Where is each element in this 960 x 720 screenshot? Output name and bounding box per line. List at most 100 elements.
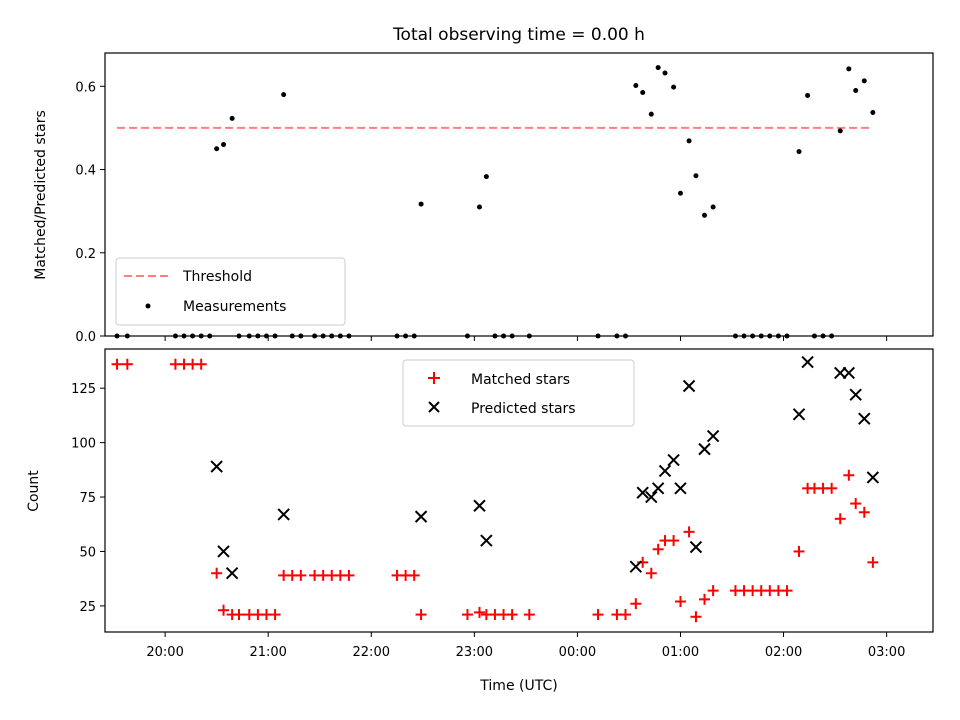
measurement-point (483, 174, 489, 180)
top-legend: Threshold Measurements (115, 257, 346, 326)
predicted-star-marker (698, 442, 711, 456)
x-axis-label: Time (UTC) (479, 678, 557, 694)
predicted-star-marker (414, 510, 428, 523)
matched-star-marker (834, 513, 846, 525)
legend-measurements-label: Measurements (183, 299, 286, 315)
legend-matched-label: Matched stars (471, 372, 570, 388)
top-y-tick-label: 0.0 (75, 330, 96, 345)
predicted-star-marker (706, 429, 720, 443)
top-plot-frame (104, 52, 934, 337)
matched-star-marker (121, 358, 133, 370)
matched-star-marker (195, 358, 207, 370)
top-y-axis-label: Matched/Predicted stars (33, 110, 49, 280)
matched-star-marker (218, 604, 230, 616)
chart-title: Total observing time = 0.00 h (392, 25, 645, 45)
matched-star-markers (111, 358, 879, 623)
measurement-point (214, 146, 220, 152)
measurement-point (693, 173, 699, 179)
top-y-tick-label: 0.4 (75, 164, 96, 179)
bottom-y-axis-label: Count (26, 470, 42, 512)
measurement-point (221, 142, 227, 148)
matched-star-marker (781, 585, 793, 597)
matched-star-marker (461, 609, 473, 621)
predicted-star-marker (651, 482, 665, 495)
predicted-star-marker (210, 460, 223, 473)
measurement-point (805, 92, 811, 98)
x-tick-label: 03:00 (868, 645, 905, 660)
top-panel: 0.0 0.2 0.4 0.6 Matched/Predicted stars Thr… (33, 52, 934, 345)
bottom-legend-frame (402, 359, 635, 427)
predicted-star-marker (801, 355, 814, 369)
measurement-point (796, 149, 802, 155)
bottom-legend: Matched stars Predicted stars (402, 359, 635, 427)
matched-star-marker (668, 535, 680, 547)
measurement-point (677, 190, 683, 196)
measurement-point (655, 65, 661, 71)
predicted-star-marker (689, 540, 703, 554)
x-tick-label: 20:00 (146, 645, 183, 660)
predicted-star-marker (480, 534, 493, 547)
matched-star-marker (652, 543, 664, 555)
predicted-star-marker (629, 560, 643, 573)
matched-star-marker (793, 545, 805, 557)
matched-star-marker (690, 611, 702, 623)
matched-star-marker (867, 556, 879, 568)
matched-star-marker (699, 593, 711, 605)
predicted-star-marker (645, 490, 658, 504)
predicted-star-marker (849, 388, 862, 401)
measurement-point (418, 201, 424, 207)
measurement-point (281, 92, 287, 98)
matched-star-marker (843, 469, 855, 481)
matched-star-marker (523, 609, 535, 621)
predicted-star-marker (277, 508, 290, 521)
legend-predicted-swatch (428, 401, 440, 413)
matched-star-marker (473, 606, 485, 618)
measurement-point (837, 128, 843, 134)
measurement-point (229, 115, 235, 121)
measurement-point (671, 84, 677, 90)
matched-star-marker (630, 598, 642, 610)
legend-threshold-label: Threshold (182, 269, 252, 285)
predicted-star-marker (866, 471, 880, 484)
measurement-point (702, 212, 708, 218)
predicted-star-marker (225, 567, 239, 580)
bottom-y-tick-label: 25 (79, 600, 96, 615)
bottom-axis-ticks: 25 50 75 100 125 20:00 21:00 22:00 23:00 00:00 01:… (71, 382, 905, 660)
matched-star-marker (683, 526, 695, 538)
x-tick-label: 21:00 (249, 645, 286, 660)
predicted-star-marker (636, 486, 649, 499)
top-y-tick-label: 0.2 (75, 247, 96, 262)
predicted-star-marker (674, 482, 687, 495)
predicted-star-marker (858, 412, 871, 425)
measurement-point (686, 138, 692, 144)
bottom-y-tick-label: 75 (79, 491, 96, 506)
top-y-tick-label: 0.6 (75, 80, 96, 95)
matched-star-marker (620, 609, 632, 621)
bottom-panel: 25 50 75 100 125 20:00 21:00 22:00 23:00 00:00 01:… (26, 348, 934, 694)
measurement-point (640, 90, 646, 96)
matched-star-marker (592, 609, 604, 621)
measurement-point (870, 110, 876, 116)
matched-star-marker (295, 569, 307, 581)
predicted-star-marker (667, 453, 680, 467)
measurement-point (633, 82, 639, 88)
matched-star-marker (506, 609, 518, 621)
matched-star-marker (343, 569, 355, 581)
predicted-star-marker (682, 379, 696, 393)
top-legend-frame (115, 257, 346, 326)
matched-star-marker (408, 569, 420, 581)
legend-predicted-label: Predicted stars (471, 401, 576, 417)
matched-star-marker (850, 498, 862, 510)
predicted-star-marker (792, 408, 806, 421)
legend-matched-swatch (428, 372, 440, 384)
predicted-star-marker (217, 545, 230, 558)
bottom-plot-frame (104, 348, 934, 633)
x-tick-label: 01:00 (662, 645, 699, 660)
matched-star-marker (211, 567, 223, 579)
matched-star-marker (707, 585, 719, 597)
predicted-star-marker (842, 366, 856, 380)
predicted-star-marker (658, 464, 672, 478)
matched-star-marker (233, 609, 245, 621)
matched-star-marker (645, 567, 657, 579)
